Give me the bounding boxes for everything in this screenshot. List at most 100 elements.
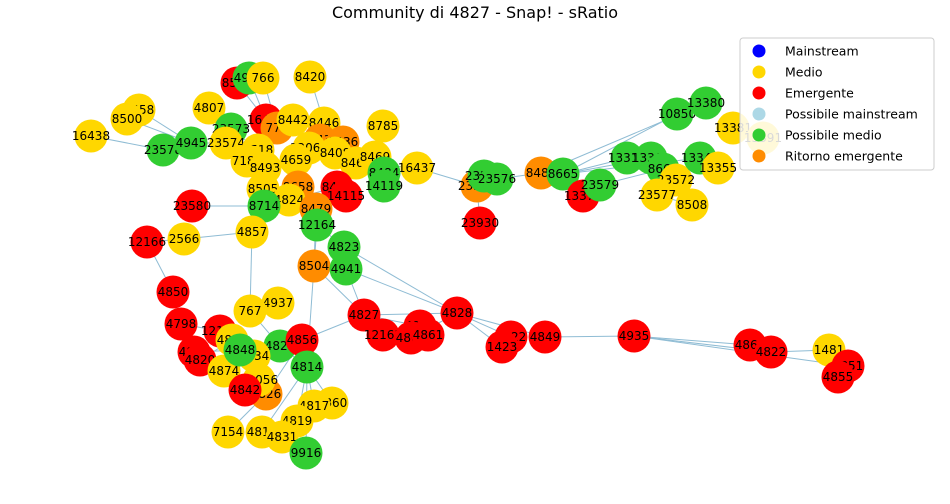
node-circle xyxy=(233,294,267,328)
node-circle xyxy=(167,222,201,256)
node-label: 8785 xyxy=(368,119,399,133)
node-circle xyxy=(261,286,295,320)
node-4941: 4941 xyxy=(329,252,363,286)
node-label: 10850 xyxy=(658,107,696,121)
node-label: 4848 xyxy=(225,343,256,357)
node-label: 12163 xyxy=(364,328,402,342)
legend-marker-mainstream xyxy=(752,44,766,58)
node-label: 13380 xyxy=(687,96,725,110)
node-23580: 23580 xyxy=(173,189,211,223)
node-4831: 4831 xyxy=(265,420,299,454)
node-circle xyxy=(617,319,651,353)
node-label: 4874 xyxy=(209,364,240,378)
node-23578: 23578 xyxy=(144,133,182,167)
node-label: 4814 xyxy=(292,360,323,374)
node-4848: 4848 xyxy=(223,333,257,367)
legend-marker-possibile_mainstream xyxy=(752,107,766,121)
node-circle xyxy=(366,109,400,143)
node-1481: 1481 xyxy=(812,333,846,367)
legend-marker-possibile_medio xyxy=(752,128,766,142)
node-label: 4850 xyxy=(158,285,189,299)
node-label: 4842 xyxy=(230,383,261,397)
node-label: 8500 xyxy=(112,112,143,126)
node-circle xyxy=(130,225,164,259)
node-circle xyxy=(440,296,474,330)
node-circle xyxy=(583,168,617,202)
node-circle xyxy=(689,86,723,120)
node-label: 16437 xyxy=(398,161,436,175)
node-label: 23578 xyxy=(144,143,182,157)
node-circle xyxy=(192,91,226,125)
node-circle xyxy=(223,333,257,367)
node-label: 23577 xyxy=(638,188,676,202)
node-label: 1481 xyxy=(814,343,845,357)
node-7154: 7154 xyxy=(211,415,245,449)
node-8420: 8420 xyxy=(293,60,327,94)
edge-4935-4868 xyxy=(633,335,751,346)
node-circle xyxy=(293,60,327,94)
node-4849: 4849 xyxy=(528,320,562,354)
node-circle xyxy=(74,119,108,153)
node-label: 8665 xyxy=(548,167,579,181)
node-label: 9916 xyxy=(291,446,322,460)
node-label: 23580 xyxy=(173,199,211,213)
node-label: 12164 xyxy=(298,218,336,232)
node-circle xyxy=(640,178,674,212)
nodes-layer: 8566497676684208458850048071643823578494… xyxy=(72,60,865,470)
node-label: 4856 xyxy=(287,333,318,347)
legend-label-mainstream: Mainstream xyxy=(785,44,859,59)
node-circle xyxy=(400,151,434,185)
node-4945: 4945 xyxy=(174,126,208,160)
node-circle xyxy=(701,151,735,185)
legend-label-possibile_mainstream: Possibile mainstream xyxy=(785,107,918,122)
node-circle xyxy=(290,350,324,384)
node-label: 767 xyxy=(239,304,262,318)
node-circle xyxy=(247,189,281,223)
node-8785: 8785 xyxy=(366,109,400,143)
node-label: 4861 xyxy=(413,328,444,342)
node-circle xyxy=(367,169,401,203)
node-label: 2566 xyxy=(169,232,200,246)
node-label: 7154 xyxy=(213,425,244,439)
node-10850: 10850 xyxy=(658,97,696,131)
node-label: 13355 xyxy=(699,161,737,175)
node-label: 23576 xyxy=(478,172,516,186)
node-12163: 12163 xyxy=(364,318,402,352)
node-label: 4828 xyxy=(442,306,473,320)
node-4828: 4828 xyxy=(440,296,474,330)
node-label: 4941 xyxy=(331,262,362,276)
node-label: 766 xyxy=(252,71,275,85)
node-label: 4935 xyxy=(619,329,650,343)
node-label: 8420 xyxy=(295,70,326,84)
node-4935: 4935 xyxy=(617,319,651,353)
node-label: 23930 xyxy=(461,216,499,230)
node-label: 8493 xyxy=(250,161,281,175)
legend-frame xyxy=(739,37,935,171)
node-767: 767 xyxy=(233,294,267,328)
node-4861: 4861 xyxy=(411,318,445,352)
node-circle xyxy=(175,189,209,223)
legend-marker-emergente xyxy=(752,86,766,100)
node-4842: 4842 xyxy=(228,373,262,407)
node-12166: 12166 xyxy=(128,225,166,259)
node-23579: 23579 xyxy=(581,168,619,202)
node-4659: 4659 xyxy=(279,143,313,177)
node-8665: 8665 xyxy=(546,157,580,191)
node-4823: 4823 xyxy=(327,230,361,264)
node-circle xyxy=(228,373,262,407)
node-circle xyxy=(480,162,514,196)
node-circle xyxy=(285,323,319,357)
node-circle xyxy=(289,436,323,470)
node-23577: 23577 xyxy=(638,178,676,212)
node-circle xyxy=(211,415,245,449)
node-label: 16438 xyxy=(72,129,110,143)
legend: Mainstream Medio Emergente Possibile mainst… xyxy=(739,37,935,171)
node-circle xyxy=(265,420,299,454)
legend-marker-ritorno_emergente xyxy=(752,149,766,163)
node-label: 4831 xyxy=(267,430,298,444)
node-766: 766 xyxy=(246,61,280,95)
node-circle xyxy=(156,275,190,309)
legend-label-possibile_medio: Possibile medio xyxy=(785,128,882,143)
node-label: 14115 xyxy=(327,189,365,203)
